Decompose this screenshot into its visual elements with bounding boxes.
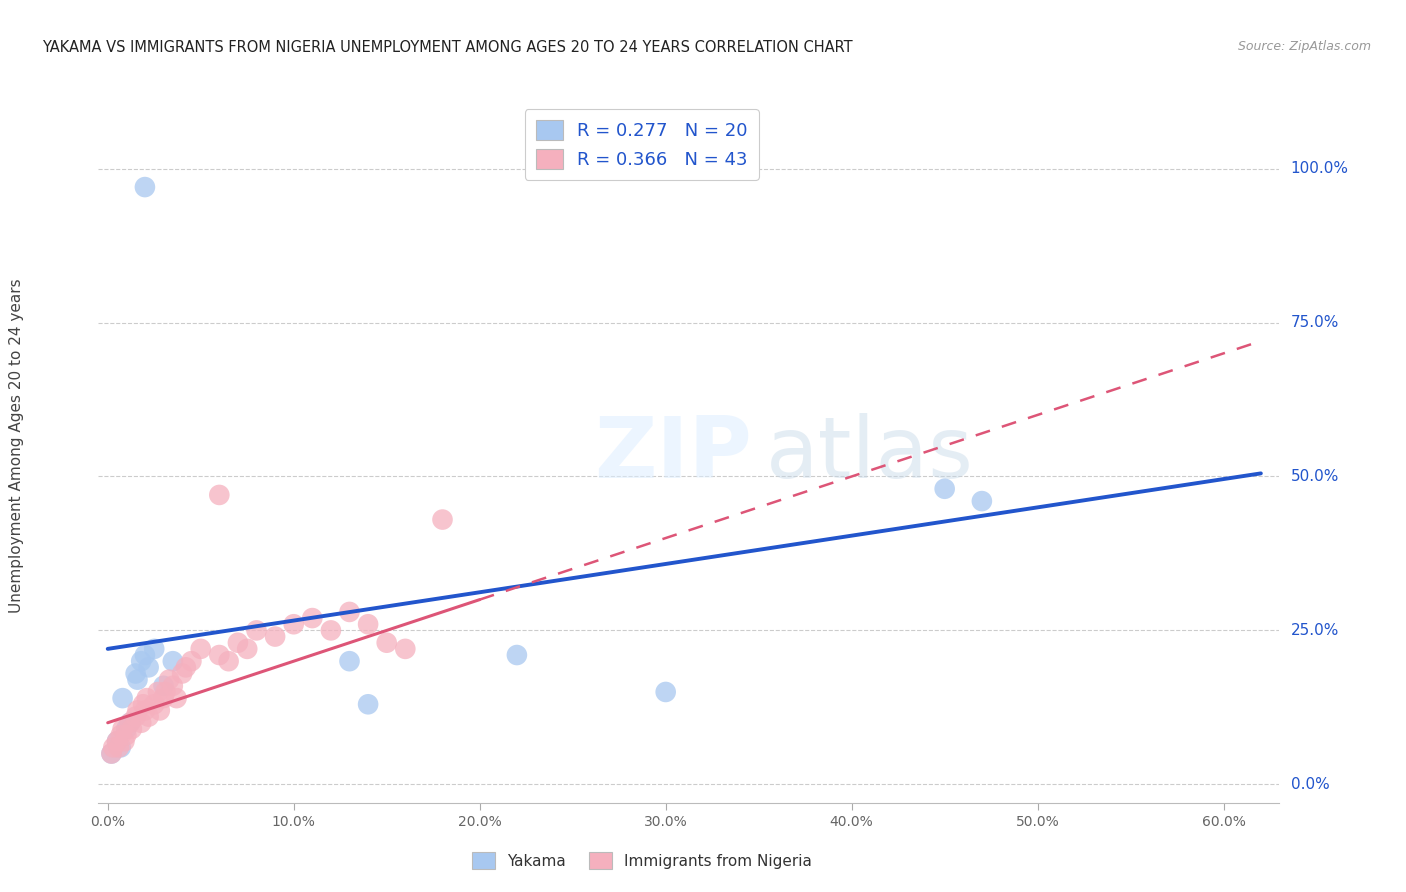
Point	[115, 722, 138, 736]
Text: 25.0%: 25.0%	[1291, 623, 1339, 638]
Text: atlas: atlas	[766, 413, 974, 497]
Point	[110, 740, 132, 755]
Point	[108, 740, 131, 755]
Point	[283, 617, 305, 632]
Point	[121, 722, 143, 736]
Point	[190, 641, 212, 656]
Text: Unemployment Among Ages 20 to 24 years: Unemployment Among Ages 20 to 24 years	[10, 278, 24, 614]
Point	[138, 709, 160, 723]
Point	[172, 666, 194, 681]
Point	[180, 654, 202, 668]
Point	[432, 512, 454, 526]
Point	[339, 605, 361, 619]
Point	[208, 488, 231, 502]
Legend: Yakama, Immigrants from Nigeria: Yakama, Immigrants from Nigeria	[465, 847, 818, 875]
Point	[124, 709, 146, 723]
Text: 75.0%: 75.0%	[1291, 315, 1339, 330]
Point	[654, 685, 676, 699]
Point	[157, 673, 180, 687]
Point	[129, 715, 152, 730]
Point	[357, 698, 380, 712]
Point	[166, 691, 188, 706]
Point	[152, 679, 174, 693]
Point	[143, 698, 166, 712]
Text: 100.0%: 100.0%	[1291, 161, 1348, 176]
Point	[111, 722, 134, 736]
Text: 0.0%: 0.0%	[1291, 777, 1329, 792]
Point	[934, 482, 956, 496]
Text: ZIP: ZIP	[595, 413, 752, 497]
Point	[127, 673, 149, 687]
Text: YAKAMA VS IMMIGRANTS FROM NIGERIA UNEMPLOYMENT AMONG AGES 20 TO 24 YEARS CORRELA: YAKAMA VS IMMIGRANTS FROM NIGERIA UNEMPL…	[42, 40, 853, 55]
Point	[155, 685, 177, 699]
Point	[138, 660, 160, 674]
Point	[319, 624, 342, 638]
Point	[100, 747, 122, 761]
Point	[132, 698, 155, 712]
Point	[208, 648, 231, 662]
Point	[134, 648, 156, 662]
Point	[146, 685, 169, 699]
Point	[506, 648, 529, 662]
Point	[394, 641, 416, 656]
Point	[115, 728, 138, 742]
Point	[105, 734, 128, 748]
Point	[134, 180, 156, 194]
Point	[218, 654, 240, 668]
Point	[124, 666, 146, 681]
Text: 50.0%: 50.0%	[1291, 469, 1339, 484]
Point	[135, 691, 157, 706]
Point	[111, 691, 134, 706]
Point	[129, 654, 152, 668]
Point	[339, 654, 361, 668]
Point	[100, 747, 122, 761]
Point	[110, 728, 132, 742]
Point	[127, 703, 149, 717]
Point	[375, 636, 398, 650]
Point	[162, 654, 184, 668]
Point	[152, 691, 174, 706]
Point	[118, 715, 141, 730]
Point	[236, 641, 259, 656]
Point	[264, 630, 287, 644]
Point	[143, 641, 166, 656]
Point	[103, 740, 125, 755]
Point	[134, 703, 156, 717]
Point	[162, 679, 184, 693]
Point	[245, 624, 267, 638]
Point	[149, 703, 172, 717]
Text: Source: ZipAtlas.com: Source: ZipAtlas.com	[1237, 40, 1371, 54]
Point	[174, 660, 197, 674]
Point	[226, 636, 249, 650]
Point	[357, 617, 380, 632]
Point	[105, 734, 128, 748]
Point	[301, 611, 323, 625]
Point	[114, 734, 136, 748]
Point	[970, 494, 993, 508]
Point	[118, 715, 141, 730]
